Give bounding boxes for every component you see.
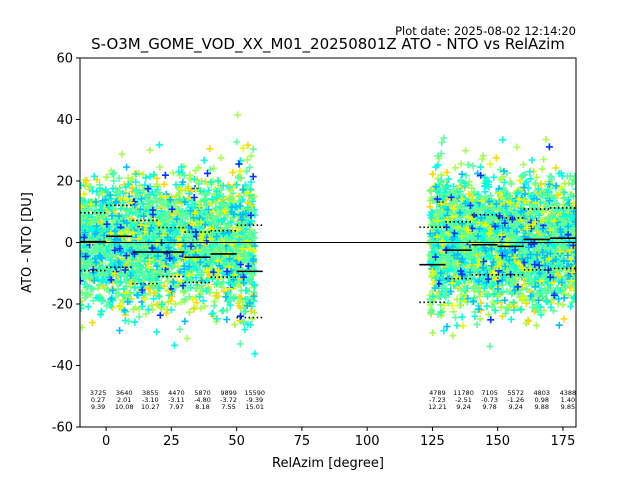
y-tick-label: -40 xyxy=(52,359,73,374)
y-axis: -60 -40 -20 0 20 40 60 xyxy=(52,52,80,436)
bin-statistics-layer xyxy=(80,204,576,319)
bin-mean-label: -4.80 xyxy=(194,396,211,404)
x-tick-label: 0 xyxy=(102,434,110,449)
bin-mean-label: -3.11 xyxy=(168,396,185,404)
bin-count-label: 3725 xyxy=(90,389,107,397)
bin-mean-label: -1.26 xyxy=(507,396,524,404)
bin-std-label: 9.88 xyxy=(535,403,549,411)
bin-count-label: 4388 xyxy=(560,389,577,397)
bin-std-label: 12.21 xyxy=(428,403,447,411)
bin-std-label: 15.01 xyxy=(245,403,264,411)
bin-std-label: 8.18 xyxy=(195,403,209,411)
y-tick-label: -60 xyxy=(52,421,73,436)
y-tick-label: 40 xyxy=(56,113,73,128)
bin-count-label: 4470 xyxy=(168,389,185,397)
bin-count-label: 5870 xyxy=(194,389,211,397)
bin-mean-label: 2.01 xyxy=(117,396,131,404)
bin-std-label: 10.27 xyxy=(141,403,160,411)
bin-mean-label: 0.98 xyxy=(535,396,549,404)
bin-mean-label: -3.10 xyxy=(142,396,159,404)
bin-count-label: 9899 xyxy=(220,389,237,397)
y-tick-label: 60 xyxy=(56,52,73,67)
x-tick-label: 175 xyxy=(551,434,576,449)
y-tick-label: 0 xyxy=(65,236,73,251)
scatter-points xyxy=(80,143,576,324)
bin-mean-label: -0.73 xyxy=(481,396,498,404)
y-tick-label: 20 xyxy=(56,175,73,190)
bin-count-label: 11780 xyxy=(453,389,474,397)
bin-std-label: 10.08 xyxy=(115,403,134,411)
bin-count-label: 4803 xyxy=(534,389,551,397)
plot-date: Plot date: 2025-08-02 12:14:20 xyxy=(395,24,576,38)
x-tick-label: 125 xyxy=(420,434,445,449)
bin-mean-label: 0.27 xyxy=(91,396,105,404)
bin-std-label: 9.85 xyxy=(561,403,575,411)
chart-title: S-O3M_GOME_VOD_XX_M01_20250801Z ATO - NT… xyxy=(91,35,565,54)
bin-count-label: 3640 xyxy=(116,389,133,397)
bin-std-label: 9.39 xyxy=(91,403,105,411)
x-tick-label: 75 xyxy=(294,434,311,449)
bin-count-label: 4789 xyxy=(429,389,446,397)
bin-std-label: 7.97 xyxy=(169,403,183,411)
x-tick-label: 25 xyxy=(163,434,180,449)
bin-std-label: 9.78 xyxy=(482,403,496,411)
x-axis-label: RelAzim [degree] xyxy=(272,456,384,471)
x-tick-label: 150 xyxy=(485,434,510,449)
x-tick-label: 50 xyxy=(228,434,245,449)
bin-mean-label: -3.72 xyxy=(220,396,237,404)
y-tick-label: -20 xyxy=(52,298,73,313)
bin-mean-label: -9.39 xyxy=(246,396,263,404)
y-axis-label: ATO - NTO [DU] xyxy=(20,192,35,293)
bin-count-label: 15590 xyxy=(244,389,265,397)
x-axis: 0 25 50 75 100 125 150 175 xyxy=(102,427,575,449)
bin-count-label: 3855 xyxy=(142,389,159,397)
bin-mean-label: -2.51 xyxy=(455,396,472,404)
bin-std-label: 9.24 xyxy=(508,403,522,411)
bin-count-label: 7105 xyxy=(481,389,498,397)
scatter-points xyxy=(80,144,576,330)
bin-std-label: 9.24 xyxy=(456,403,470,411)
points-layer xyxy=(80,111,576,358)
bin-mean-label: 1.40 xyxy=(561,396,575,404)
bin-mean-label: -7.23 xyxy=(429,396,446,404)
bin-count-label: 5572 xyxy=(507,389,524,397)
x-tick-label: 100 xyxy=(355,434,380,449)
bin-std-label: 7.55 xyxy=(221,403,235,411)
